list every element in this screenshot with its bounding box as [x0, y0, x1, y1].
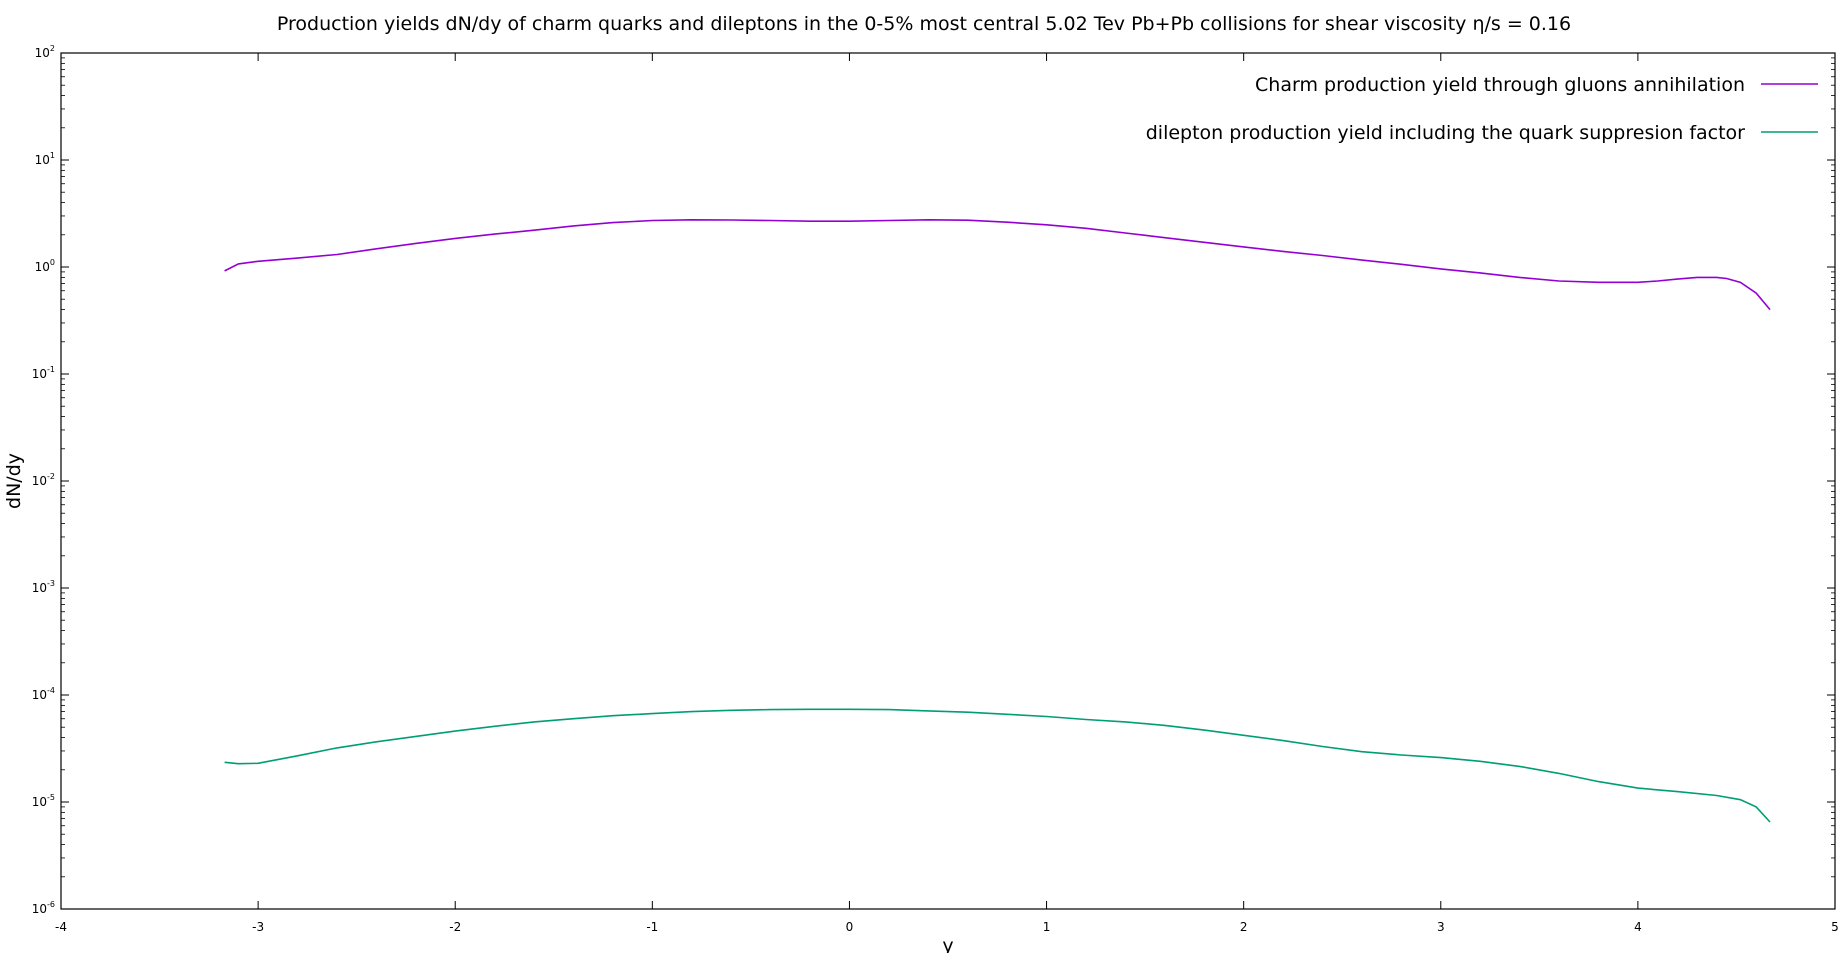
- x-tick-label: -4: [55, 920, 67, 934]
- x-tick-label: 5: [1831, 920, 1839, 934]
- x-axis-label: y: [942, 935, 953, 953]
- y-tick-label: 10-2: [32, 472, 55, 488]
- x-tick-label: -3: [252, 920, 264, 934]
- legend-label-1: Charm production yield through gluons an…: [1255, 74, 1745, 96]
- plot-frame: [60, 52, 1836, 910]
- series-line-1: [224, 218, 1771, 311]
- y-tick-label: 102: [35, 44, 55, 60]
- x-tick-label: 3: [1437, 920, 1445, 934]
- y-tick-label: 10-5: [32, 793, 55, 809]
- x-tick-label: -1: [646, 920, 658, 934]
- x-tick-label: 1: [1043, 920, 1051, 934]
- legend-label-2: dilepton production yield including the …: [1146, 122, 1745, 144]
- x-tick-label: -2: [449, 920, 461, 934]
- x-tick-label: 4: [1634, 920, 1642, 934]
- y-tick-label: 10-4: [32, 686, 55, 702]
- y-tick-label: 10-6: [32, 900, 55, 916]
- x-tick-label: 2: [1240, 920, 1248, 934]
- y-tick-label: 100: [35, 258, 55, 274]
- y-axis-label: dN/dy: [3, 453, 25, 509]
- y-tick-label: 10-3: [32, 579, 55, 595]
- chart-title: Production yields dN/dy of charm quarks …: [277, 13, 1571, 35]
- y-tick-label: 10-1: [32, 365, 55, 381]
- x-tick-label: 0: [846, 920, 854, 934]
- y-tick-label: 101: [35, 151, 55, 167]
- series-line-2: [224, 708, 1771, 823]
